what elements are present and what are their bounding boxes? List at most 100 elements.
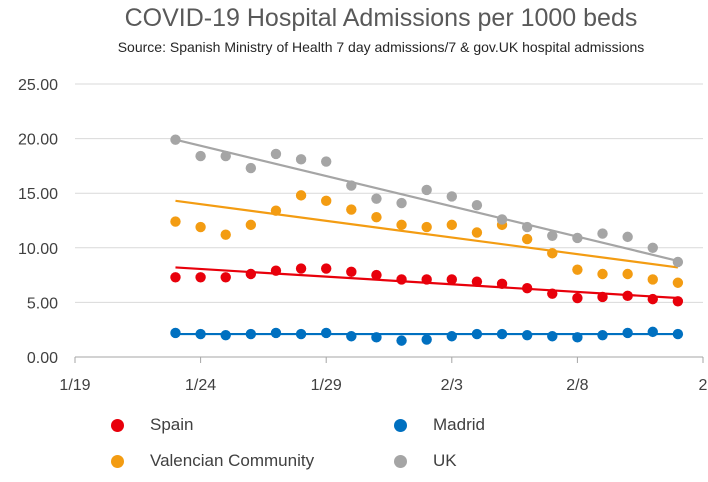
data-point-madrid [496,328,508,340]
y-tick-label: 10.00 [18,241,58,258]
data-point-valencian-community [647,274,658,285]
data-point-spain [195,272,206,283]
chart-subtitle: Source: Spanish Ministry of Health 7 day… [117,39,645,55]
data-point-uk [521,221,533,233]
data-point-valencian-community [421,221,432,233]
y-tick-label: 15.00 [18,186,58,203]
data-point-spain [547,288,558,299]
data-point-uk [371,193,382,204]
x-tick-label: 2/8 [566,377,588,394]
legend-item-uk: UK [394,451,457,471]
data-point-spain [496,278,508,290]
data-point-spain [521,283,533,294]
legend-item-valencian-community: Valencian Community [111,451,314,471]
data-point-madrid [647,326,658,338]
data-point-madrid [572,332,583,343]
data-point-madrid [597,329,608,341]
legend-marker-valencian-community [111,454,124,468]
data-point-spain [446,274,457,285]
data-point-uk [647,242,658,253]
x-tick-label: 1/24 [185,377,216,394]
data-point-uk [346,180,357,191]
data-point-madrid [245,328,257,340]
data-point-madrid [521,329,533,341]
legend-marker-uk [394,454,407,468]
data-point-uk [446,191,457,202]
data-point-madrid [471,328,483,340]
data-point-uk [597,228,608,239]
y-tick-label: 20.00 [18,132,58,149]
legend-label-spain: Spain [150,415,194,434]
data-point-valencian-community [597,268,608,280]
data-point-madrid [547,331,558,342]
data-point-spain [245,268,257,280]
trendline-uk [175,138,679,262]
data-point-spain [321,263,332,274]
data-point-madrid [446,331,457,342]
data-point-madrid [672,328,684,340]
legend-item-madrid: Madrid [394,415,485,435]
trendline-valencian-community [175,199,679,269]
legend-label-valencian-community: Valencian Community [150,451,315,470]
data-point-uk [672,256,684,268]
data-point-uk [622,231,633,243]
data-point-uk [220,150,231,162]
data-point-spain [346,266,357,278]
data-point-uk [396,197,407,209]
data-point-uk [170,134,181,145]
data-point-madrid [321,327,332,339]
data-point-valencian-community [220,229,231,240]
x-tick-label: 2 [699,377,708,394]
data-point-valencian-community [295,190,307,201]
data-point-valencian-community [396,219,407,231]
data-point-uk [270,148,282,160]
data-point-spain [597,291,608,303]
x-tick-label: 1/19 [59,377,90,394]
data-point-spain [647,293,658,305]
data-point-valencian-community [195,221,206,233]
data-point-valencian-community [446,219,457,231]
data-point-madrid [622,327,633,339]
data-point-uk [321,156,332,167]
data-point-spain [220,272,231,283]
data-point-uk [195,150,206,162]
data-point-spain [270,265,282,276]
data-point-valencian-community [346,204,357,215]
data-point-madrid [396,335,407,346]
data-point-madrid [220,329,231,341]
data-point-spain [421,274,432,285]
chart-title: COVID-19 Hospital Admissions per 1000 be… [124,4,638,32]
data-point-madrid [170,327,181,339]
data-point-valencian-community [622,268,633,280]
data-point-uk [245,162,257,174]
data-point-uk [547,230,558,241]
x-tick-label: 2/3 [441,377,463,394]
data-point-spain [295,263,307,274]
data-point-valencian-community [170,216,181,227]
data-point-spain [622,290,633,302]
legend-marker-madrid [394,418,407,432]
data-point-spain [672,296,684,307]
legend-item-spain: Spain [111,415,193,435]
data-point-uk [421,184,432,196]
data-point-spain [471,276,483,287]
legend-label-uk: UK [433,451,457,470]
data-point-valencian-community [270,205,282,216]
data-point-valencian-community [371,212,382,223]
data-point-valencian-community [672,277,684,288]
data-point-spain [170,272,181,283]
data-point-madrid [270,327,282,339]
data-point-valencian-community [245,219,257,231]
data-point-valencian-community [547,248,558,259]
data-point-madrid [295,328,307,340]
data-point-uk [471,200,483,211]
legend-label-madrid: Madrid [433,415,485,434]
data-point-madrid [421,334,432,345]
data-point-valencian-community [572,264,583,275]
data-point-madrid [371,332,382,343]
data-point-uk [572,232,583,244]
legend-marker-spain [111,418,124,432]
data-point-madrid [346,331,357,342]
data-point-madrid [195,328,206,340]
